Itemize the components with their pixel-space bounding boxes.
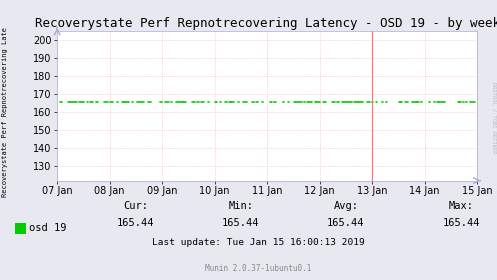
- Text: 165.44: 165.44: [443, 218, 480, 228]
- Text: Cur:: Cur:: [123, 201, 149, 211]
- Text: 165.44: 165.44: [222, 218, 259, 228]
- Title: Recoverystate Perf Repnotrecovering Latency - OSD 19 - by week: Recoverystate Perf Repnotrecovering Late…: [35, 17, 497, 30]
- Text: Min:: Min:: [229, 201, 253, 211]
- Text: Avg:: Avg:: [333, 201, 358, 211]
- Text: RRDTOOL / TOBI OETIKER: RRDTOOL / TOBI OETIKER: [491, 82, 496, 153]
- Text: 165.44: 165.44: [117, 218, 155, 228]
- Text: 165.44: 165.44: [327, 218, 365, 228]
- Text: osd 19: osd 19: [29, 223, 66, 233]
- Text: Max:: Max:: [449, 201, 474, 211]
- Text: Last update: Tue Jan 15 16:00:13 2019: Last update: Tue Jan 15 16:00:13 2019: [152, 238, 365, 247]
- Text: Munin 2.0.37-1ubuntu0.1: Munin 2.0.37-1ubuntu0.1: [205, 264, 312, 273]
- Text: Recoverystate Perf Repnotrecovering Late: Recoverystate Perf Repnotrecovering Late: [2, 27, 8, 197]
